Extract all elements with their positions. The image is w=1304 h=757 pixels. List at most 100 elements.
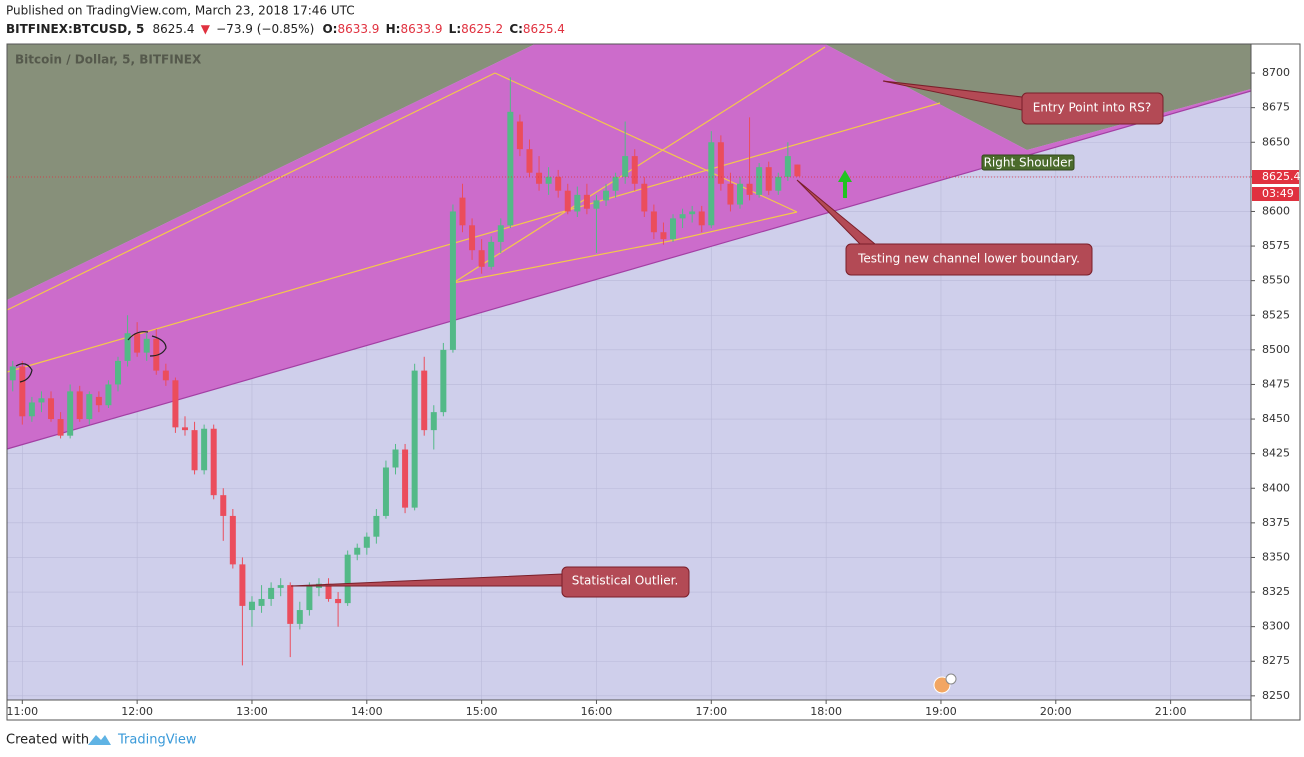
x-tick-label: 11:00 bbox=[6, 705, 38, 718]
candle-body bbox=[95, 396, 102, 406]
open-value: 8633.9 bbox=[337, 22, 379, 36]
candle-body bbox=[555, 176, 562, 191]
candle-body bbox=[191, 430, 198, 471]
candle-body bbox=[631, 156, 638, 184]
y-tick-label: 8575 bbox=[1262, 239, 1290, 252]
callout bbox=[845, 243, 1093, 276]
candle-body bbox=[86, 394, 93, 420]
y-tick-label: 8275 bbox=[1262, 654, 1290, 667]
y-tick-label: 8600 bbox=[1262, 204, 1290, 217]
candle-body bbox=[660, 232, 667, 240]
candle-body bbox=[143, 338, 150, 353]
candle-body bbox=[287, 585, 294, 624]
candle-body bbox=[756, 167, 763, 195]
candle-body bbox=[612, 176, 619, 191]
candle-body bbox=[134, 333, 141, 353]
x-tick-label: 16:00 bbox=[581, 705, 613, 718]
candle-body bbox=[354, 547, 361, 555]
x-tick-label: 15:00 bbox=[466, 705, 498, 718]
candle-body bbox=[679, 214, 686, 219]
low-label: L: bbox=[449, 22, 461, 36]
candle-body bbox=[459, 197, 466, 226]
candle-body bbox=[784, 156, 791, 177]
low-value: 8625.2 bbox=[461, 22, 503, 36]
footer-brand[interactable]: TradingView bbox=[117, 733, 197, 748]
candle-body bbox=[698, 211, 705, 226]
candle-body bbox=[746, 183, 753, 195]
circle-mark bbox=[127, 331, 167, 357]
candle-body bbox=[775, 176, 782, 191]
candle-body bbox=[650, 211, 657, 233]
candle-body bbox=[9, 366, 16, 381]
candle-body bbox=[449, 211, 456, 350]
candle-body bbox=[392, 449, 399, 468]
circle-marks bbox=[15, 331, 167, 383]
x-tick-label: 17:00 bbox=[695, 705, 727, 718]
candle-body bbox=[296, 610, 303, 624]
y-tick-label: 8425 bbox=[1262, 447, 1290, 460]
last-price-label: 8625.4 bbox=[1262, 170, 1301, 183]
candle-body bbox=[325, 583, 332, 599]
candle-body bbox=[526, 149, 533, 173]
open-label: O: bbox=[322, 22, 337, 36]
candle-body bbox=[344, 554, 351, 604]
circle-mark bbox=[15, 363, 33, 383]
candle-body bbox=[641, 183, 648, 212]
trend-line bbox=[452, 211, 798, 284]
countdown: 03:49 bbox=[1262, 187, 1294, 200]
candle-body bbox=[382, 467, 389, 516]
candle-body bbox=[516, 121, 523, 150]
label-box bbox=[981, 154, 1075, 171]
candle-body bbox=[201, 428, 208, 471]
trend-line bbox=[452, 46, 826, 284]
candle-body bbox=[670, 218, 677, 240]
y-tick-label: 8525 bbox=[1262, 308, 1290, 321]
up-arrow bbox=[838, 170, 852, 198]
candle-body bbox=[708, 142, 715, 226]
candles bbox=[9, 77, 801, 666]
candle-body bbox=[593, 200, 600, 209]
candle-body bbox=[421, 370, 428, 431]
x-tick-label: 21:00 bbox=[1155, 705, 1187, 718]
candle-body bbox=[153, 338, 160, 371]
candle-body bbox=[48, 398, 55, 420]
candle-body bbox=[507, 111, 514, 226]
candle-body bbox=[162, 370, 169, 381]
x-tick-label: 14:00 bbox=[351, 705, 383, 718]
candle-body bbox=[794, 164, 801, 177]
candle-body bbox=[717, 142, 724, 184]
candle-body bbox=[536, 172, 543, 184]
candle-body bbox=[402, 449, 409, 508]
candle-body bbox=[181, 427, 188, 431]
candle-body bbox=[67, 391, 74, 436]
y-tick-label: 8550 bbox=[1262, 274, 1290, 287]
annotation: Statistical Outlier. bbox=[572, 574, 679, 588]
x-tick-label: 18:00 bbox=[810, 705, 842, 718]
candle-body bbox=[497, 225, 504, 242]
candle-body bbox=[689, 211, 696, 215]
candle-body bbox=[210, 428, 217, 496]
y-tick-label: 8400 bbox=[1262, 481, 1290, 494]
callout bbox=[1021, 92, 1164, 125]
event-count bbox=[945, 673, 957, 685]
candle-body bbox=[373, 515, 380, 537]
y-tick-label: 8250 bbox=[1262, 689, 1290, 702]
candle-body bbox=[229, 515, 236, 565]
annotation: Testing new channel lower boundary. bbox=[857, 252, 1080, 266]
trend-line bbox=[6, 72, 496, 311]
axes: 8250 8275 8300 8325 8350 8375 8400 8425 8450 8475… bbox=[6, 66, 1290, 718]
candle-body bbox=[306, 585, 313, 611]
candle-body bbox=[574, 194, 581, 212]
candle-body bbox=[583, 194, 590, 209]
candle-body bbox=[268, 587, 275, 599]
candle-body bbox=[737, 183, 744, 205]
y-tick-label: 8675 bbox=[1262, 101, 1290, 114]
candle-body bbox=[440, 349, 447, 413]
footer-created: Created with bbox=[6, 733, 89, 748]
candle-body bbox=[622, 156, 629, 177]
x-tick-label: 19:00 bbox=[925, 705, 957, 718]
y-tick-label: 8500 bbox=[1262, 343, 1290, 356]
published: Published on TradingView.com, March 23, … bbox=[6, 4, 355, 18]
y-tick-label: 8325 bbox=[1262, 585, 1290, 598]
